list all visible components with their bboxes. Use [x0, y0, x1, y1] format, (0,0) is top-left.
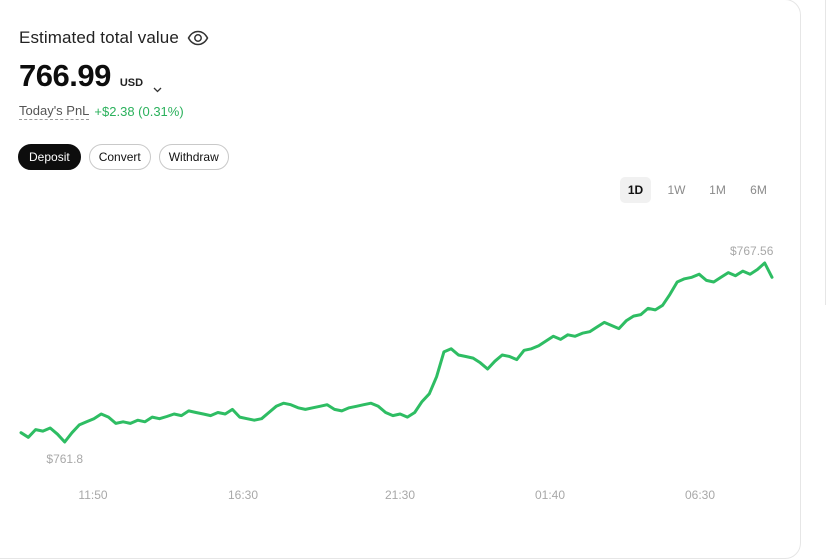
- deposit-button[interactable]: Deposit: [18, 144, 81, 170]
- x-tick-label: 16:30: [228, 488, 258, 502]
- portfolio-card: [0, 0, 801, 559]
- action-buttons: Deposit Convert Withdraw: [18, 144, 237, 170]
- x-tick-label: 01:40: [535, 488, 565, 502]
- tab-1w[interactable]: 1W: [667, 183, 686, 197]
- currency-label: USD: [119, 77, 144, 89]
- eye-icon[interactable]: [187, 30, 209, 46]
- pnl-label[interactable]: Today's PnL: [19, 103, 90, 120]
- page-title: Estimated total value: [19, 28, 179, 47]
- min-value-label: $761.8: [46, 452, 83, 466]
- max-value-label: $767.56: [730, 244, 774, 258]
- chevron-down-icon: [153, 80, 162, 93]
- x-tick-label: 11:50: [78, 488, 107, 502]
- balance-amount: 766.99: [19, 58, 111, 93]
- x-tick-label: 21:30: [385, 488, 415, 502]
- range-tabs: 1D 1W 1M 6M: [620, 177, 784, 203]
- adjacent-panel-edge: [825, 0, 827, 305]
- pnl-row: Today's PnL +$2.38 (0.31%): [19, 103, 184, 120]
- value-series-line: [19, 261, 774, 444]
- pnl-value: +$2.38 (0.31%): [94, 104, 184, 119]
- value-line-chart: $767.56 $761.8 11:50 16:30 21:30 01:40 06:30: [19, 244, 774, 502]
- tab-6m[interactable]: 6M: [750, 183, 767, 197]
- tab-1d[interactable]: 1D: [620, 177, 651, 203]
- currency-select[interactable]: USD: [119, 77, 162, 93]
- convert-button[interactable]: Convert: [88, 144, 151, 170]
- withdraw-button[interactable]: Withdraw: [158, 144, 229, 170]
- tab-1m[interactable]: 1M: [709, 183, 726, 197]
- balance: 766.99 USD: [19, 58, 162, 94]
- x-axis-ticks: 11:50 16:30 21:30 01:40 06:30: [78, 488, 715, 502]
- x-tick-label: 06:30: [685, 488, 715, 502]
- header: Estimated total value: [19, 27, 209, 49]
